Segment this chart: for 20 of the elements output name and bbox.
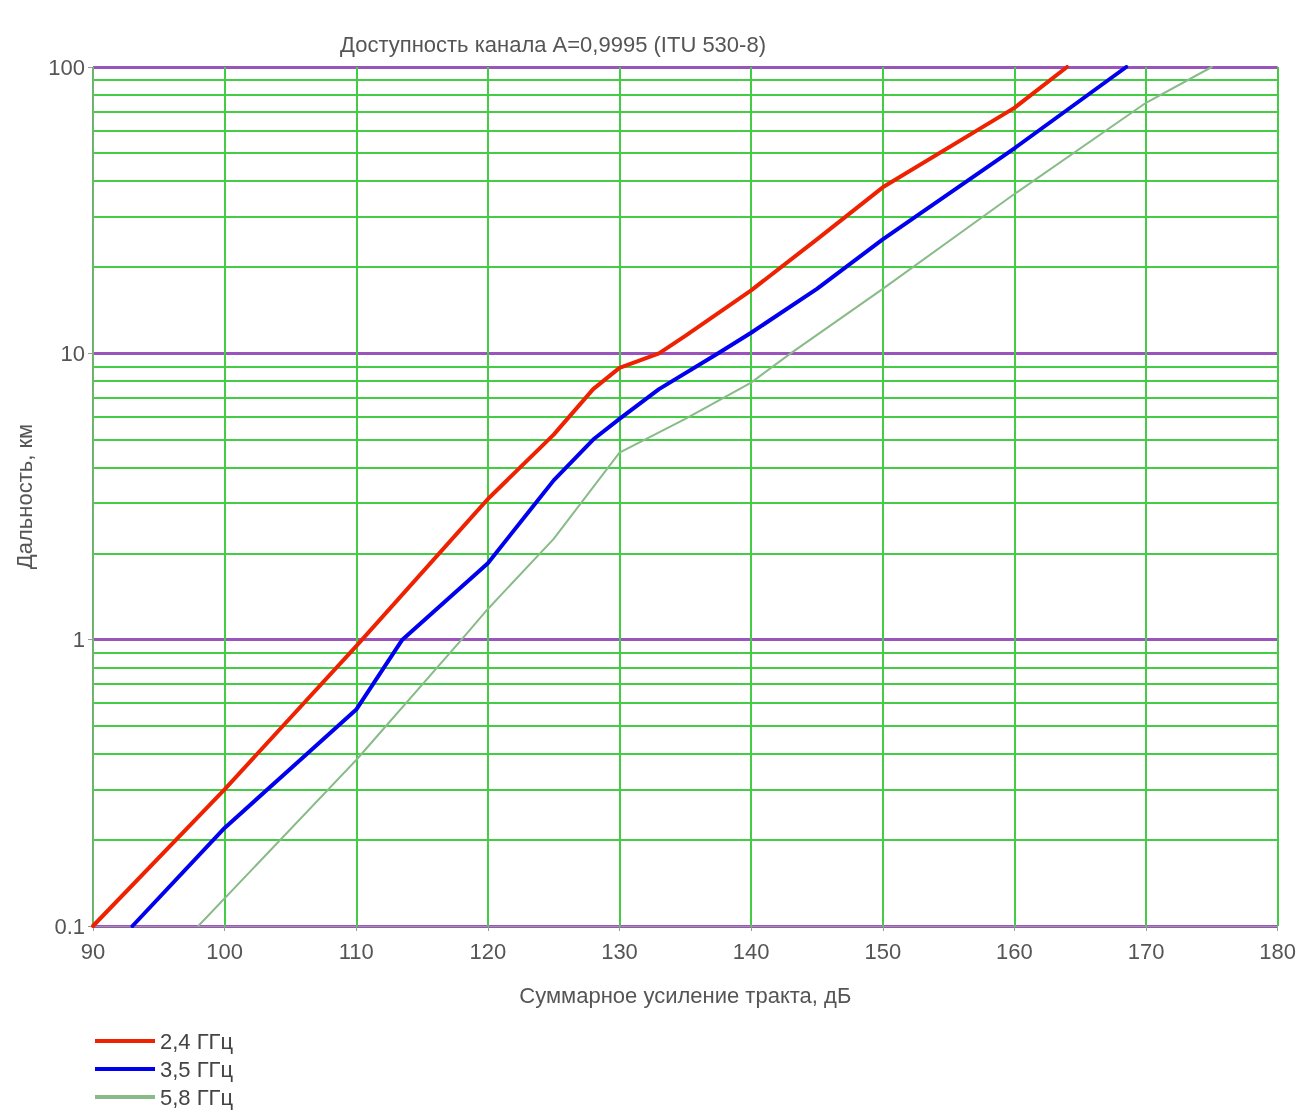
y-tick-label: 0.1 xyxy=(54,913,85,939)
x-axis-title: Суммарное усиление тракта, дБ xyxy=(519,982,852,1008)
x-tick-label: 160 xyxy=(996,938,1033,964)
x-tick-label: 120 xyxy=(469,938,507,964)
x-tick-label: 140 xyxy=(732,938,770,964)
y-tick-label: 1 xyxy=(72,627,85,653)
x-tick-label: 100 xyxy=(206,938,243,964)
x-tick-label: 110 xyxy=(338,938,374,964)
y-axis-title: Дальность, км xyxy=(11,423,37,570)
x-tick-label: 180 xyxy=(1259,938,1297,964)
legend-label: 5,8 ГГц xyxy=(160,1084,234,1110)
x-tick-label: 90 xyxy=(80,938,106,964)
legend-label: 2,4 ГГц xyxy=(160,1028,234,1054)
x-tick-label: 150 xyxy=(864,938,902,964)
chart-title: Доступность канала A=0,9995 (ITU 530-8) xyxy=(340,31,766,57)
y-tick-label: 10 xyxy=(60,340,85,366)
x-tick-label: 130 xyxy=(601,938,638,964)
legend-label: 3,5 ГГц xyxy=(160,1056,234,1082)
x-tick-label: 170 xyxy=(1127,938,1165,964)
y-tick-label: 100 xyxy=(48,54,85,80)
